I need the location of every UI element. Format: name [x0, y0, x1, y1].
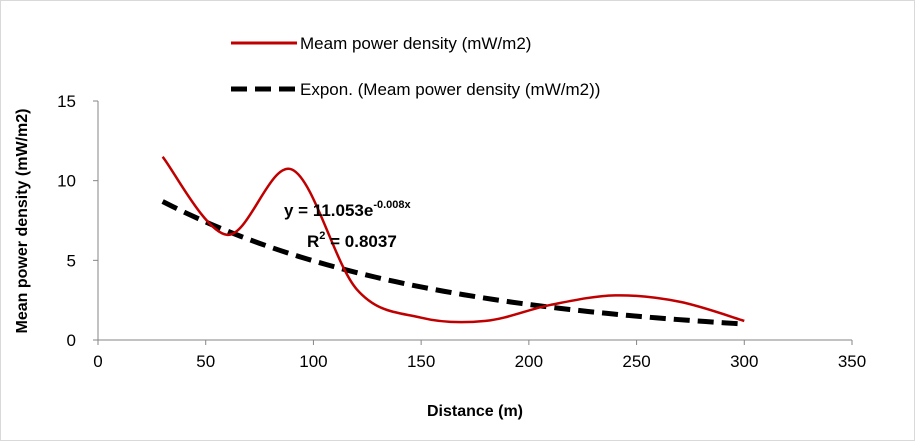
x-tick-label-1: 50 — [196, 352, 215, 371]
y-tick-label-1: 5 — [67, 251, 76, 270]
legend-label-series-2: Expon. (Meam power density (mW/m2)) — [300, 80, 600, 99]
x-tick-label-6: 300 — [730, 352, 758, 371]
x-tick-label-3: 150 — [407, 352, 435, 371]
legend-label-series-1: Meam power density (mW/m2) — [300, 34, 531, 53]
y-tick-label-2: 10 — [57, 172, 76, 191]
x-axis-title: Distance (m) — [427, 403, 523, 420]
x-tick-label-5: 250 — [622, 352, 650, 371]
y-tick-label-0: 0 — [67, 331, 76, 350]
x-tick-label-4: 200 — [515, 352, 543, 371]
x-tick-label-0: 0 — [93, 352, 102, 371]
y-axis-title: Mean power density (mW/m2) — [14, 109, 31, 334]
trendline-equation-base: y = 11.053e — [284, 201, 373, 220]
x-tick-label-2: 100 — [299, 352, 327, 371]
r-squared-letter: R — [307, 232, 319, 251]
r-squared-value: = 0.8037 — [325, 232, 396, 251]
x-tick-label-7: 350 — [838, 352, 866, 371]
y-tick-label-3: 15 — [57, 92, 76, 111]
trendline-equation-exponent: -0.008x — [373, 199, 411, 211]
